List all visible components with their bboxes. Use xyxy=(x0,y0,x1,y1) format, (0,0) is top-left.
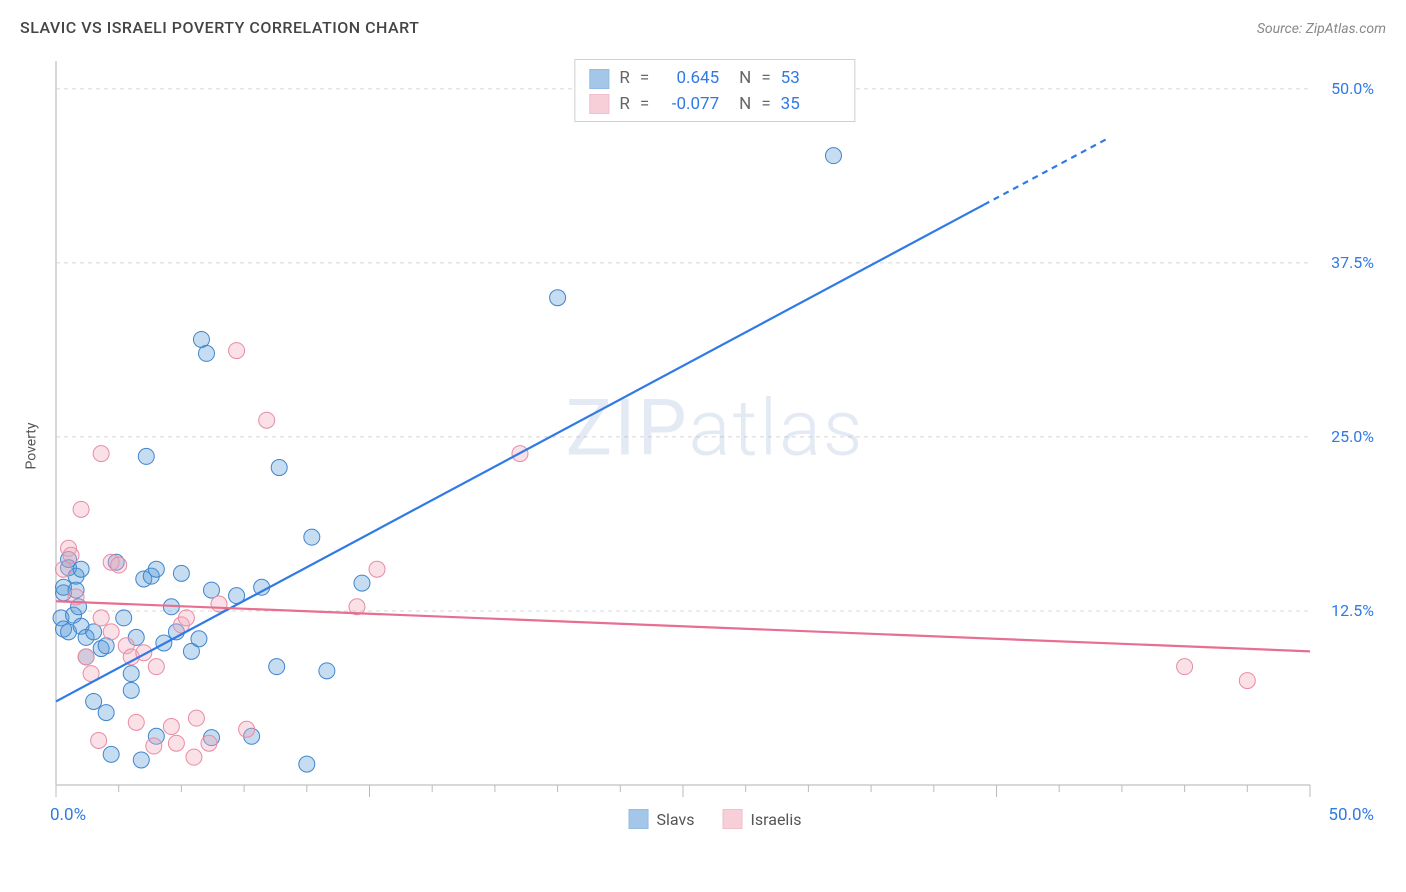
swatch-israelis-icon xyxy=(723,809,743,829)
n-label: N xyxy=(739,66,751,92)
n-label: N xyxy=(739,92,751,118)
swatch-slavs-icon xyxy=(629,809,649,829)
legend-stats-row-israelis: R = -0.077 N = 35 xyxy=(589,92,840,118)
swatch-slavs-icon xyxy=(589,69,609,89)
y-tick-label: 50.0% xyxy=(1331,79,1374,98)
title-bar: SLAVIC VS ISRAELI POVERTY CORRELATION CH… xyxy=(20,18,1386,37)
r-value-israelis: -0.077 xyxy=(659,92,719,118)
y-tick-label: 25.0% xyxy=(1331,427,1374,446)
n-value-slavs: 53 xyxy=(781,66,841,92)
plot-area: ZIPatlas R = 0.645 N = 53 R = -0.077 N =… xyxy=(50,55,1380,835)
legend-label-israelis: Israelis xyxy=(751,810,802,829)
legend-series: Slavs Israelis xyxy=(629,809,802,829)
chart-container: SLAVIC VS ISRAELI POVERTY CORRELATION CH… xyxy=(0,0,1406,892)
source-prefix: Source: xyxy=(1257,21,1306,37)
swatch-israelis-icon xyxy=(589,94,609,114)
legend-item-israelis: Israelis xyxy=(723,809,802,829)
source-name: ZipAtlas.com xyxy=(1306,21,1386,37)
x-axis-right-label: 50.0% xyxy=(1328,805,1374,825)
y-axis-label: Poverty xyxy=(24,422,40,469)
eq-sign: = xyxy=(640,66,649,92)
y-tick-label: 12.5% xyxy=(1331,601,1374,620)
r-label: R xyxy=(619,66,629,92)
r-value-slavs: 0.645 xyxy=(659,66,719,92)
r-label: R xyxy=(619,92,629,118)
eq-sign: = xyxy=(761,66,770,92)
chart-title: SLAVIC VS ISRAELI POVERTY CORRELATION CH… xyxy=(20,18,419,37)
n-value-israelis: 35 xyxy=(781,92,841,118)
scatter-plot-svg xyxy=(50,55,1380,835)
legend-stats-row-slavs: R = 0.645 N = 53 xyxy=(589,66,840,92)
eq-sign: = xyxy=(761,92,770,118)
eq-sign: = xyxy=(640,92,649,118)
legend-stats: R = 0.645 N = 53 R = -0.077 N = 35 xyxy=(574,59,855,122)
y-tick-label: 37.5% xyxy=(1331,253,1374,272)
legend-label-slavs: Slavs xyxy=(657,810,695,829)
source-credit: Source: ZipAtlas.com xyxy=(1257,21,1386,37)
legend-item-slavs: Slavs xyxy=(629,809,695,829)
x-axis-left-label: 0.0% xyxy=(50,805,86,825)
